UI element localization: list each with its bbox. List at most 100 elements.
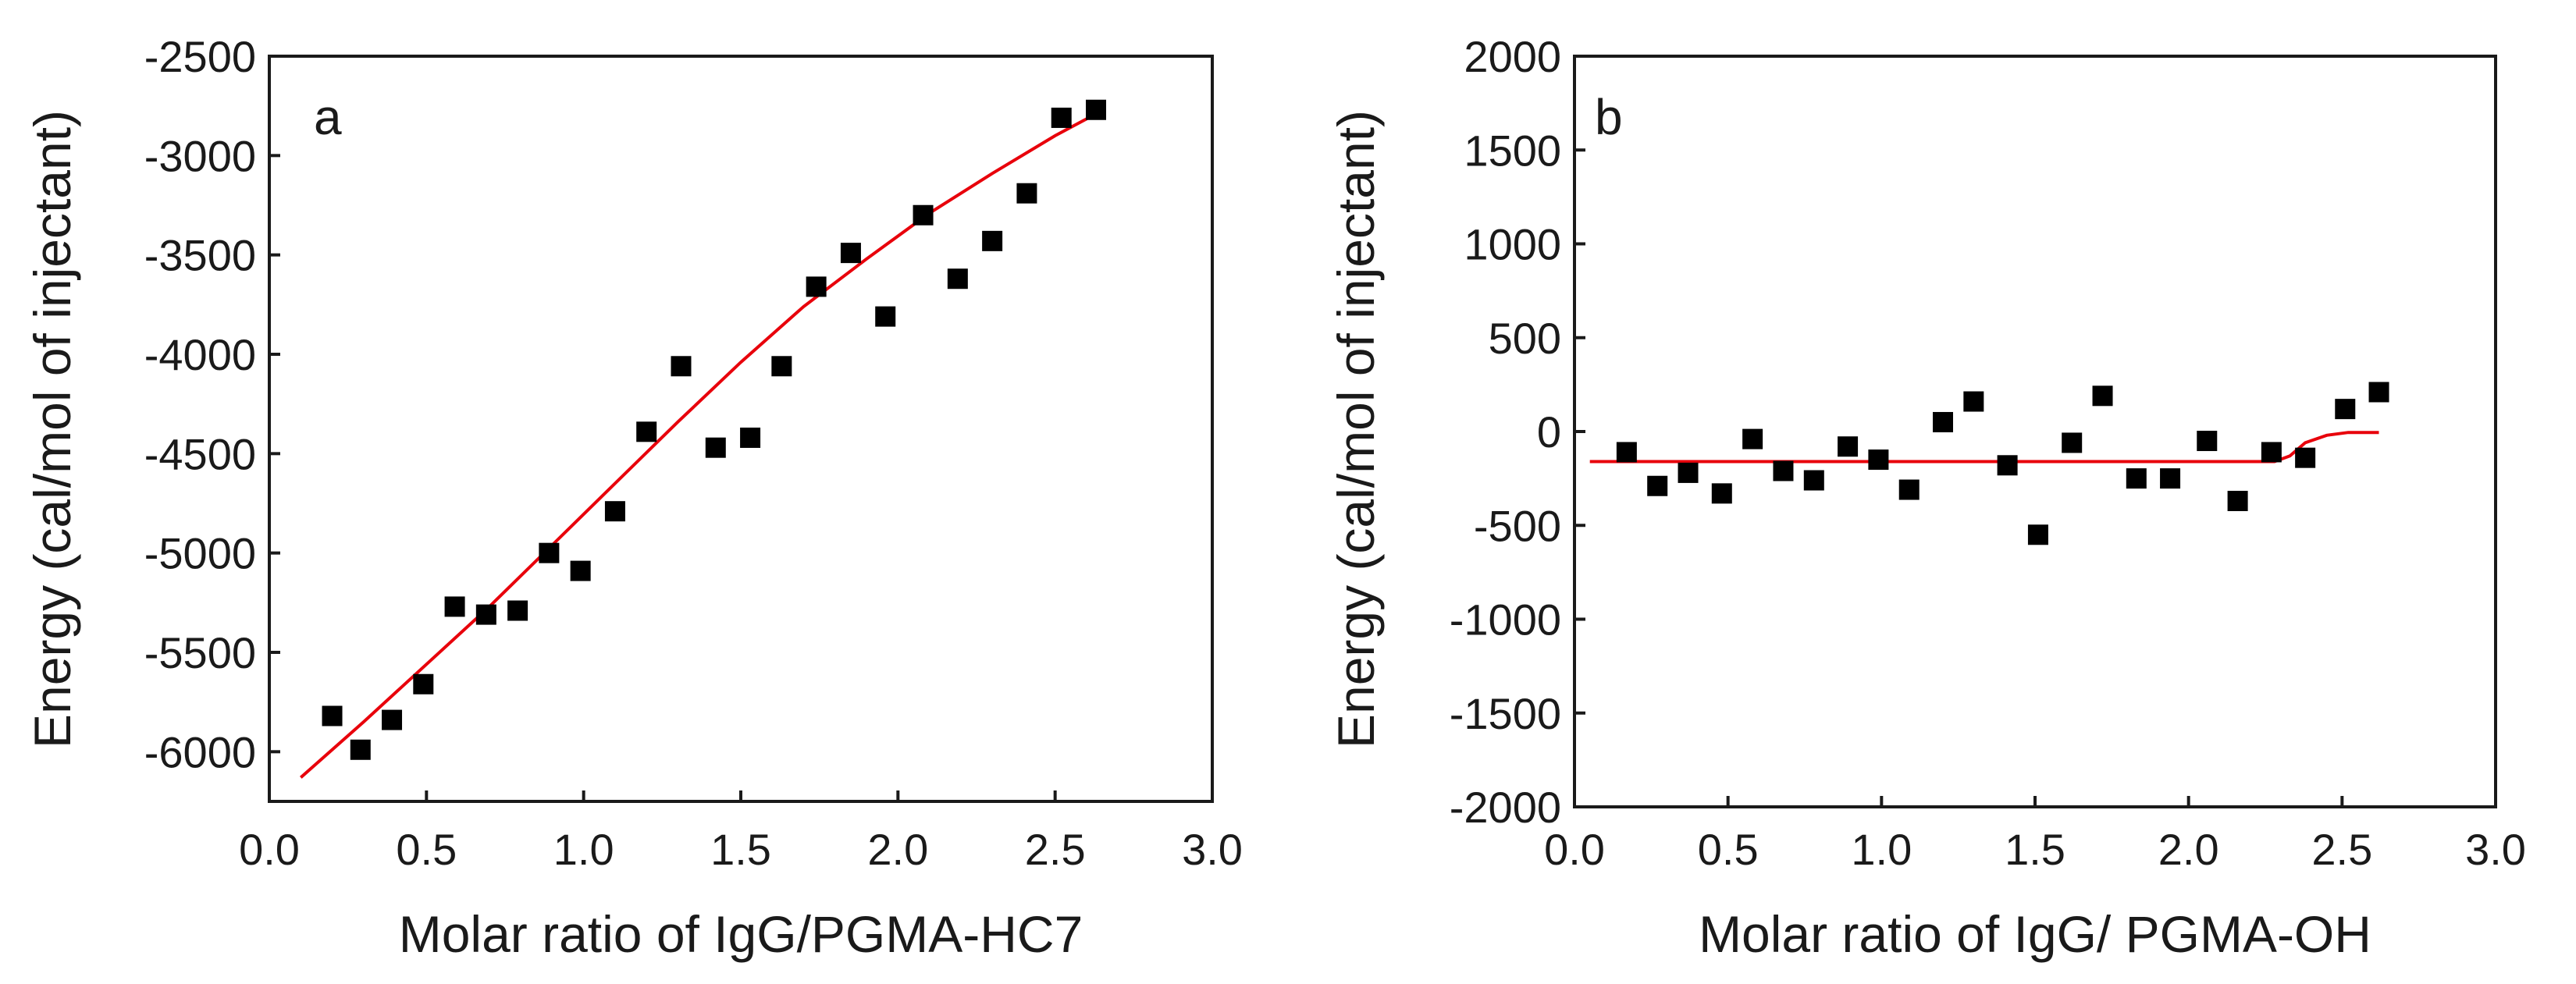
data-point: [2368, 382, 2389, 403]
y-axis-title-b: Energy (cal/mol of injectant): [1327, 110, 1385, 748]
y-tick-label: -2500: [144, 32, 256, 81]
data-point: [1838, 436, 1859, 457]
x-tick-label: 1.0: [553, 825, 614, 874]
x-tick-label: 3.0: [1182, 825, 1243, 874]
data-point: [1742, 428, 1763, 449]
y-tick-label: -500: [1474, 501, 1561, 550]
data-point: [2295, 447, 2316, 468]
y-tick-label: -5500: [144, 628, 256, 677]
x-tick-label: 1.5: [710, 825, 771, 874]
x-tick-label: 2.0: [867, 825, 928, 874]
data-point: [2227, 490, 2248, 511]
data-point: [771, 356, 792, 377]
x-tick-label: 2.5: [2311, 825, 2372, 874]
data-point: [1997, 455, 2018, 476]
y-tick-labels-a: -2500 -3000 -3500 -4000 -4500 -5000 -5500 -6000: [144, 32, 256, 776]
data-point: [1898, 479, 1920, 500]
data-point: [1086, 99, 1107, 120]
x-tick-label: 0.5: [396, 825, 457, 874]
y-tick-label: -6000: [144, 727, 256, 776]
y-tick-label: 500: [1489, 314, 1561, 363]
data-point: [570, 560, 591, 581]
data-point: [947, 268, 968, 290]
fit-line-a: [299, 112, 1097, 779]
y-tick-label: 1000: [1464, 220, 1561, 269]
y-tick-label: 1500: [1464, 126, 1561, 175]
data-point: [604, 501, 625, 522]
data-points-a: [322, 99, 1107, 760]
data-point: [1803, 470, 1824, 491]
data-point: [413, 673, 434, 694]
data-point: [507, 600, 528, 621]
data-point: [740, 427, 761, 448]
data-point: [636, 421, 657, 442]
y-tick-label: -5000: [144, 529, 256, 578]
data-point: [1678, 462, 1699, 483]
data-point: [2261, 442, 2282, 463]
data-point: [1647, 475, 1668, 496]
y-tick-label: -1000: [1450, 595, 1561, 645]
x-axis-title-b: Molar ratio of IgG/ PGMA-OH: [1699, 905, 2371, 963]
data-point: [2126, 468, 2147, 489]
x-axis-title-a: Molar ratio of IgG/PGMA-HC7: [399, 905, 1083, 963]
data-point: [1933, 411, 1953, 432]
x-ticks-a: [268, 790, 1214, 801]
data-point: [1051, 107, 1072, 128]
x-tick-label: 0.0: [239, 825, 300, 874]
data-point: [539, 542, 560, 563]
data-point: [705, 437, 726, 458]
y-axis-title-a: Energy (cal/mol of injectant): [23, 110, 81, 748]
data-point: [875, 306, 896, 327]
x-tick-label: 3.0: [2465, 825, 2526, 874]
data-point: [671, 356, 692, 377]
data-point: [913, 204, 934, 226]
data-point: [1868, 449, 1889, 471]
x-tick-label: 0.0: [1544, 825, 1605, 874]
panel-label-b: b: [1595, 89, 1623, 145]
y-tick-label: -2000: [1450, 783, 1561, 832]
data-point: [1963, 391, 1984, 412]
y-tick-label: -3500: [144, 231, 256, 280]
data-point: [2335, 399, 2356, 420]
chart-panel-a: a 0.0 0.5 1.0 1.5 2.0 2.5 3.0 -2500-3000-3500-…: [23, 32, 1243, 963]
x-tick-label: 1.0: [1851, 825, 1912, 874]
data-point: [444, 596, 465, 617]
y-ticks-b: [1574, 55, 1585, 808]
data-point: [475, 604, 496, 625]
data-points-b: [1616, 382, 2389, 545]
panel-label-a: a: [314, 89, 342, 145]
y-tick-label: -3000: [144, 131, 256, 180]
y-tick-labels-b: 2000 1500 1000 500 0 -500 -1000 -1500 -2000: [1450, 32, 1561, 832]
data-point: [350, 739, 371, 760]
data-point: [1711, 483, 1732, 504]
data-point: [2092, 385, 2113, 407]
x-tick-labels-b: 0.0 0.5 1.0 1.5 2.0 2.5 3.0: [1544, 825, 2526, 874]
y-tick-label: -4500: [144, 429, 256, 478]
data-point: [1773, 460, 1794, 481]
x-tick-label: 2.0: [2158, 825, 2219, 874]
data-point: [806, 276, 827, 297]
data-point: [322, 705, 343, 726]
data-point: [1616, 442, 1637, 463]
chart-panel-b: b 0.0 0.5 1.0 1.5 2.0 2.5 3.0 2000 1500 1000 500 0…: [1327, 32, 2526, 963]
y-tick-label: -1500: [1450, 689, 1561, 738]
y-tick-label: 2000: [1464, 32, 1561, 81]
y-tick-label: -4000: [144, 330, 256, 379]
data-point: [2027, 524, 2048, 545]
x-tick-labels-a: 0.0 0.5 1.0 1.5 2.0 2.5 3.0: [239, 825, 1243, 874]
fit-line-b: [1589, 431, 2379, 464]
data-point: [840, 243, 861, 264]
x-ticks-b: [1573, 796, 2497, 807]
data-point: [2062, 432, 2083, 453]
data-point: [982, 230, 1003, 251]
data-point: [2160, 468, 2181, 489]
data-point: [1016, 183, 1037, 204]
x-tick-label: 2.5: [1025, 825, 1086, 874]
y-tick-label: 0: [1537, 407, 1561, 456]
x-tick-label: 0.5: [1698, 825, 1759, 874]
x-tick-label: 1.5: [2005, 825, 2065, 874]
data-point: [382, 709, 403, 730]
y-ticks-a: [269, 55, 280, 754]
data-point: [2197, 431, 2218, 452]
